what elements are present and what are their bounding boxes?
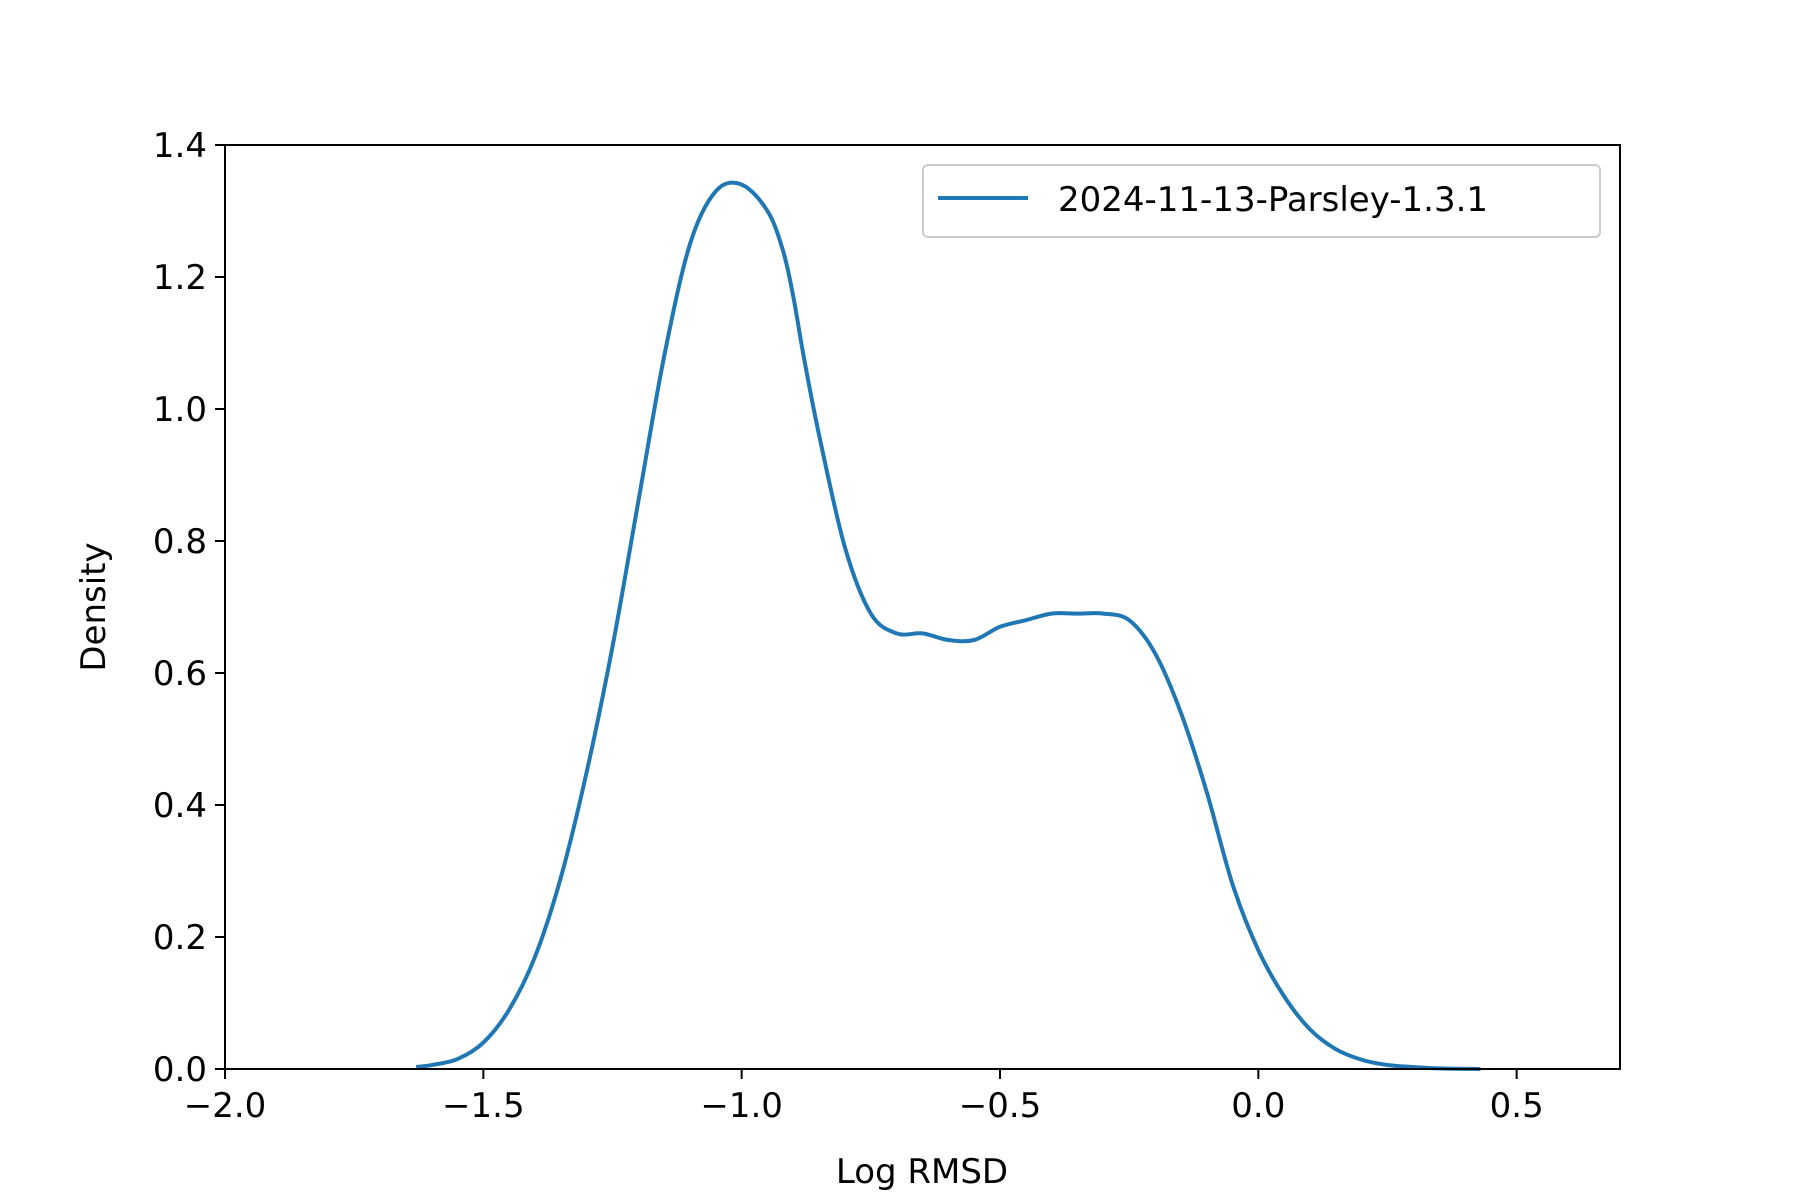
x-tick-label: −1.0 (700, 1086, 783, 1126)
y-tick-label: 0.0 (153, 1050, 207, 1090)
x-tick-label: −1.5 (442, 1086, 525, 1126)
x-tick-label: 0.5 (1490, 1086, 1544, 1126)
legend-label: 2024-11-13-Parsley-1.3.1 (1058, 180, 1488, 220)
y-tick-label: 0.2 (153, 918, 207, 958)
x-tick-label: −0.5 (959, 1086, 1042, 1126)
series-layer (415, 180, 1481, 1071)
y-tick-label: 0.8 (153, 522, 207, 562)
y-axis-label: Density (74, 542, 114, 671)
series-line (415, 180, 1481, 1071)
x-tick-label: 0.0 (1231, 1086, 1285, 1126)
plot-background (225, 145, 1620, 1069)
y-tick-label: 1.2 (153, 258, 207, 298)
x-tick-label: −2.0 (184, 1086, 267, 1126)
y-tick-label: 0.6 (153, 654, 207, 694)
x-axis-ticks: −2.0 −1.5 −1.0 −0.5 0.0 0.5 (184, 1069, 1544, 1126)
legend-box (922, 164, 1601, 238)
y-tick-label: 0.4 (153, 786, 207, 826)
y-axis-ticks: 0.0 0.2 0.4 0.6 0.8 1.0 1.2 1.4 (153, 126, 225, 1090)
x-axis-label: Log RMSD (836, 1152, 1008, 1192)
legend: 2024-11-13-Parsley-1.3.1 (922, 164, 1601, 238)
y-tick-label: 1.0 (153, 390, 207, 430)
plot-frame (224, 144, 1621, 1070)
y-tick-label: 1.4 (153, 126, 207, 166)
